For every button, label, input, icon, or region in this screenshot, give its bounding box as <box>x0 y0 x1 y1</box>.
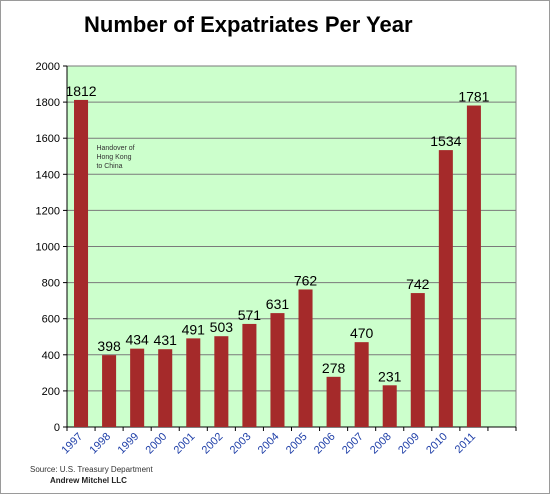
bar-2009 <box>410 293 425 427</box>
data-label-2001: 491 <box>182 321 206 337</box>
bar-2008 <box>382 385 397 427</box>
bar-2001 <box>186 338 201 427</box>
x-tick-label-1998: 1998 <box>87 431 113 457</box>
bar-2006 <box>326 376 341 427</box>
bar-2010 <box>438 150 453 427</box>
y-tick-label: 800 <box>42 278 60 290</box>
bar-2002 <box>214 336 229 427</box>
y-tick-label: 400 <box>42 350 60 362</box>
y-tick-label: 1600 <box>36 133 60 145</box>
data-label-2008: 231 <box>378 368 402 384</box>
data-label-2002: 503 <box>210 319 234 335</box>
x-tick-label-2003: 2003 <box>228 431 254 457</box>
x-tick-label-2006: 2006 <box>312 431 338 457</box>
data-label-2004: 631 <box>266 296 290 312</box>
x-tick-label-2009: 2009 <box>396 431 422 457</box>
bar-1998 <box>102 355 117 427</box>
bar-1999 <box>130 348 145 427</box>
data-label-2003: 571 <box>238 307 262 323</box>
data-label-2005: 762 <box>294 272 318 288</box>
x-tick-label-2001: 2001 <box>172 431 198 457</box>
data-label-2007: 470 <box>350 325 374 341</box>
source-note: Source: U.S. Treasury Department <box>30 465 153 474</box>
x-tick-label-2004: 2004 <box>256 431 282 457</box>
y-tick-label: 0 <box>54 422 60 434</box>
bar-2000 <box>158 349 173 427</box>
bar-2004 <box>270 313 285 427</box>
data-label-1998: 398 <box>97 338 121 354</box>
x-tick-label-2011: 2011 <box>453 431 478 456</box>
x-tick-label-2010: 2010 <box>424 431 450 457</box>
annotation-line: to China <box>96 163 122 170</box>
data-label-2011: 1781 <box>458 89 489 105</box>
y-tick-label: 1400 <box>36 169 60 181</box>
x-tick-label-2005: 2005 <box>284 431 310 457</box>
author-note: Andrew Mitchel LLC <box>50 476 127 485</box>
bar-2003 <box>242 323 257 427</box>
data-label-2009: 742 <box>406 276 430 292</box>
data-label-2010: 1534 <box>430 133 461 149</box>
x-tick-label-2008: 2008 <box>368 431 394 457</box>
y-tick-label: 1000 <box>36 242 60 254</box>
x-tick-label-1999: 1999 <box>115 431 141 457</box>
y-tick-label: 1200 <box>36 205 60 217</box>
y-tick-label: 200 <box>42 386 60 398</box>
data-label-1997: 1812 <box>65 83 96 99</box>
data-label-2000: 431 <box>154 332 178 348</box>
annotation-line: Hong Kong <box>96 154 131 161</box>
bar-2005 <box>298 289 313 427</box>
chart-title: Number of Expatriates Per Year <box>84 12 413 37</box>
bar-2011 <box>466 105 481 427</box>
x-tick-label-2000: 2000 <box>144 431 170 457</box>
data-label-1999: 434 <box>125 332 149 348</box>
x-tick-label-2007: 2007 <box>340 431 366 457</box>
x-tick-label-1997: 1997 <box>59 431 85 457</box>
y-tick-label: 1800 <box>36 97 60 109</box>
annotation-line: Handover of <box>96 145 134 152</box>
y-tick-label: 600 <box>42 314 60 326</box>
x-tick-label-2002: 2002 <box>200 431 226 457</box>
data-label-2006: 278 <box>322 360 346 376</box>
y-tick-label: 2000 <box>36 61 60 73</box>
bar-1997 <box>74 99 89 428</box>
bar-2007 <box>354 342 369 427</box>
